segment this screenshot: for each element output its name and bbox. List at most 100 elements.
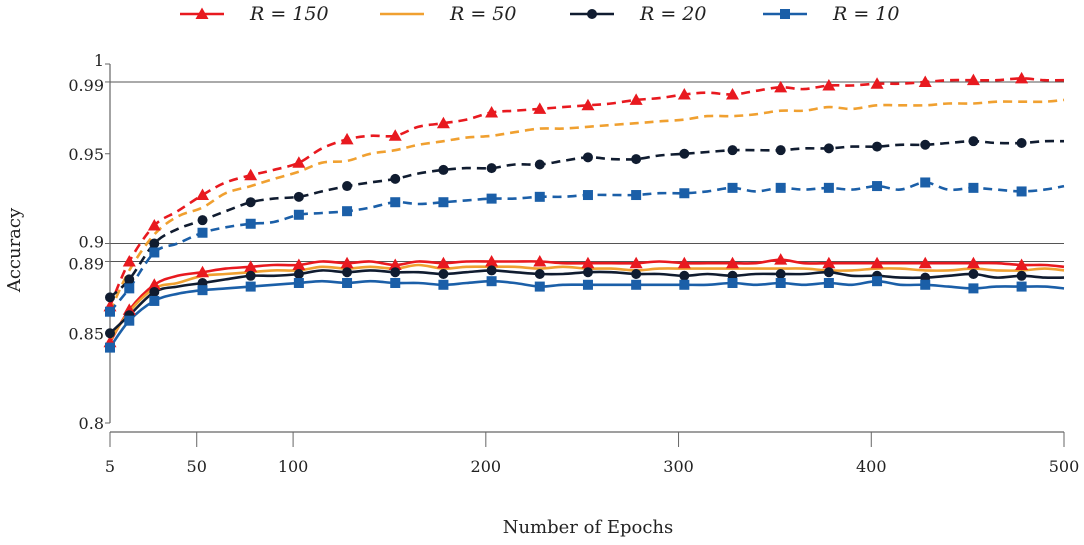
- series-marker-3: [872, 181, 883, 192]
- series-marker-0: [870, 77, 884, 89]
- series-marker-2: [823, 143, 834, 154]
- series-marker-7: [631, 279, 642, 290]
- x-tick-label: 400: [856, 457, 887, 476]
- series-marker-6: [1016, 270, 1027, 281]
- series-marker-7: [293, 277, 304, 288]
- series-marker-3: [968, 182, 979, 193]
- series-marker-0: [1015, 71, 1029, 84]
- series-marker-7: [197, 285, 208, 296]
- x-tick-label: 5: [105, 457, 115, 476]
- series-marker-6: [149, 286, 160, 297]
- series-marker-7: [775, 277, 786, 288]
- x-tick-label: 100: [278, 457, 309, 476]
- legend-marker: [780, 9, 790, 19]
- series-marker-6: [342, 267, 353, 278]
- series-marker-6: [534, 269, 545, 280]
- series-marker-3: [920, 177, 931, 188]
- series-marker-3: [1016, 186, 1027, 197]
- series-marker-3: [727, 182, 738, 193]
- series-marker-4: [726, 256, 740, 269]
- series-marker-4: [918, 256, 932, 269]
- series-marker-2: [197, 215, 208, 226]
- series-marker-2: [679, 148, 690, 159]
- series-marker-4: [340, 256, 354, 269]
- series-marker-0: [629, 93, 643, 105]
- series-marker-0: [677, 88, 691, 100]
- series-marker-2: [342, 181, 353, 192]
- series-marker-3: [342, 206, 353, 217]
- series-marker-6: [631, 269, 642, 280]
- series-marker-6: [293, 269, 304, 280]
- x-tick-label: 50: [187, 457, 207, 476]
- series-marker-0: [966, 73, 980, 86]
- series-marker-4: [147, 278, 161, 290]
- series-marker-7: [920, 279, 931, 290]
- series-marker-2: [872, 141, 883, 152]
- series-marker-0: [196, 188, 210, 201]
- series-marker-3: [631, 190, 642, 201]
- x-tick-label: 300: [663, 457, 694, 476]
- series-marker-7: [105, 342, 115, 353]
- series-marker-7: [149, 295, 160, 306]
- series-marker-4: [244, 260, 258, 272]
- series-marker-3: [486, 193, 497, 204]
- series-marker-7: [582, 279, 593, 290]
- series-marker-2: [105, 292, 115, 303]
- series-marker-4: [822, 256, 836, 269]
- series-marker-0: [726, 88, 740, 100]
- y-tick-label: 0.8: [79, 414, 104, 433]
- series-marker-7: [342, 277, 353, 288]
- axes: [105, 63, 1065, 447]
- series-marker-0: [147, 219, 161, 231]
- series-marker-2: [1016, 137, 1027, 148]
- series-marker-7: [438, 279, 449, 290]
- x-axis-title: Number of Epochs: [503, 517, 674, 538]
- series-marker-3: [775, 182, 786, 193]
- y-tick-label: 0.9: [79, 233, 104, 252]
- series-marker-3: [534, 191, 545, 202]
- series-marker-0: [485, 105, 499, 118]
- series-marker-2: [920, 139, 931, 150]
- series-marker-6: [105, 328, 115, 339]
- series-marker-6: [486, 265, 497, 276]
- series-marker-0: [388, 129, 402, 141]
- legend-marker: [587, 9, 597, 19]
- series-marker-7: [390, 277, 401, 288]
- y-tick-label: 1: [94, 51, 104, 70]
- series-marker-7: [823, 277, 834, 288]
- series-marker-4: [533, 254, 547, 267]
- series-marker-6: [823, 267, 834, 278]
- series-marker-2: [775, 145, 786, 156]
- series-marker-3: [823, 182, 834, 193]
- legend-label: R = 10: [832, 3, 899, 25]
- series-marker-4: [677, 256, 691, 269]
- series-marker-4: [196, 265, 210, 278]
- series-marker-2: [968, 136, 979, 147]
- legend: R = 150 R = 50 R = 20 R = 10: [180, 3, 899, 25]
- series-marker-0: [340, 132, 354, 145]
- series-marker-2: [438, 164, 449, 175]
- series-marker-0: [533, 102, 547, 114]
- series-marker-6: [968, 269, 979, 280]
- series-marker-3: [293, 209, 304, 220]
- series-marker-3: [197, 227, 208, 238]
- legend-label: R = 20: [639, 3, 706, 25]
- series-marker-6: [438, 269, 449, 280]
- series-lines: [108, 77, 1065, 349]
- series-marker-7: [679, 279, 690, 290]
- x-tick-labels: 5 50 100 200 300 400 500: [105, 457, 1079, 476]
- y-tick-labels: 0.8 0.85 0.89 0.9 0.95 0.99 1: [68, 51, 104, 433]
- series-marker-0: [244, 168, 258, 181]
- series-marker-4: [436, 256, 450, 269]
- series-marker-7: [968, 283, 979, 294]
- series-marker-0: [122, 254, 136, 267]
- legend-label: R = 150: [249, 3, 329, 25]
- series-marker-3: [149, 247, 160, 258]
- series-marker-4: [581, 256, 595, 269]
- y-tick-label: 0.99: [68, 76, 104, 95]
- legend-marker: [195, 7, 209, 19]
- series-marker-3: [390, 197, 401, 208]
- series-marker-6: [679, 270, 690, 281]
- series-marker-3: [582, 190, 593, 201]
- series-markers: [103, 71, 1029, 353]
